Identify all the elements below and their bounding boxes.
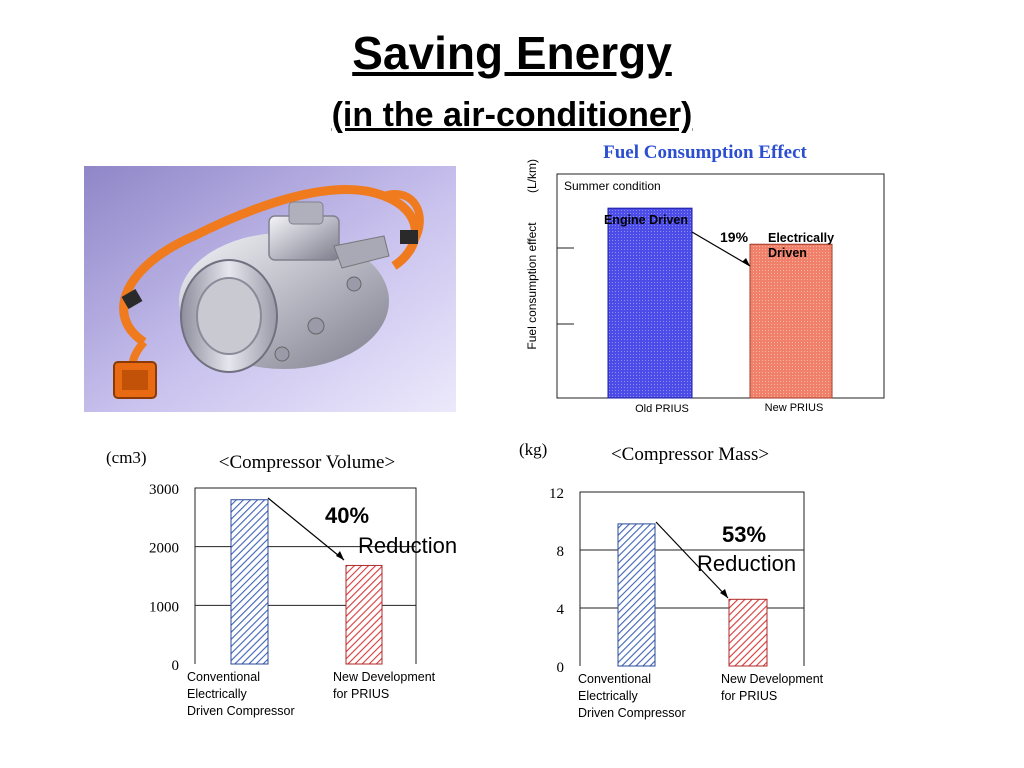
chart3-category-0-line-0: Conventional	[578, 672, 651, 686]
chart1-bar-0	[607, 207, 693, 399]
chart3-title: <Compressor Mass>	[611, 444, 769, 465]
chart2-category-1-line-1: for PRIUS	[333, 687, 389, 701]
chart1-arrow	[691, 231, 751, 267]
chart3-y-tick-2: 8	[557, 544, 565, 560]
chart2-y-tick-1: 1000	[149, 599, 179, 615]
slide-title: Saving Energy	[352, 27, 672, 79]
chart3-category-0: Conventional Electrically Driven Compresso…	[578, 672, 686, 720]
chart3-y-tick-0: 0	[557, 660, 565, 676]
chart3-y-tick-1: 4	[557, 602, 565, 618]
chart1-frame	[556, 173, 885, 399]
chart3-bar-1	[728, 598, 768, 667]
chart2-y-axis-unit: (cm3)	[106, 448, 147, 467]
chart3-reduction-percent: 53%	[722, 522, 766, 547]
chart2-category-0: Conventional Electrically Driven Compresso…	[187, 670, 295, 718]
chart1-category-0: Old PRIUS	[635, 403, 689, 415]
chart1-reduction-label: 19%	[720, 229, 749, 245]
chart3-category-0-line-2: Driven Compressor	[578, 706, 686, 720]
chart2-arrow-head	[336, 551, 344, 560]
slide-subtitle: (in the air-conditioner)	[331, 96, 693, 134]
chart2-arrow	[267, 497, 345, 561]
chart3-frame	[579, 491, 805, 666]
chart2-category-0-line-2: Driven Compressor	[187, 704, 295, 718]
chart3-bar-0	[617, 523, 656, 667]
chart3-reduction-text: Reduction	[697, 551, 796, 576]
chart2-bar-1	[345, 564, 383, 665]
chart1-y-axis-unit: (L/km)	[525, 159, 539, 193]
chart1-title: Fuel Consumption Effect	[603, 142, 807, 163]
chart1-y-axis-label: Fuel consumption effect	[525, 222, 539, 350]
chart1-bar-1	[749, 243, 833, 399]
chart1-category-1: New PRIUS	[765, 402, 824, 414]
chart2-category-0-line-0: Conventional	[187, 670, 260, 684]
chart3-y-axis-unit: (kg)	[519, 440, 547, 459]
chart1-annotation: Summer condition	[564, 179, 661, 193]
chart2-reduction-percent: 40%	[325, 503, 369, 528]
chart3-y-tick-3: 12	[549, 486, 564, 502]
chart1-arrow-head	[742, 258, 750, 266]
chart2-y-tick-2: 2000	[149, 541, 179, 557]
chart2-y-tick-3: 3000	[149, 482, 179, 498]
chart2-title: <Compressor Volume>	[219, 452, 395, 473]
chart2-category-0-line-1: Electrically	[187, 687, 247, 701]
compressor-photo	[84, 166, 456, 412]
chart3-category-1-line-0: New Development	[721, 672, 824, 686]
chart1-bar-label-1-line-0: Electrically	[768, 231, 834, 245]
chart3-category-1: New Development for PRIUS	[721, 672, 824, 703]
chart3-arrow-head	[720, 589, 728, 598]
chart2-frame	[194, 487, 417, 664]
chart3-arrow	[655, 521, 729, 599]
chart2-bar-0	[230, 499, 269, 665]
chart2-reduction-text: Reduction	[358, 533, 457, 558]
chart2-y-tick-0: 0	[172, 658, 180, 674]
chart3-category-0-line-1: Electrically	[578, 689, 638, 703]
chart2-category-1-line-0: New Development	[333, 670, 436, 684]
chart2-category-1: New Development for PRIUS	[333, 670, 436, 701]
chart3-category-1-line-1: for PRIUS	[721, 689, 777, 703]
chart1-bar-label-1-line-1: Driven	[768, 246, 807, 260]
chart1-bar-label-1: Electrically Driven	[768, 231, 834, 260]
chart1-bar-label-0: Engine Driven	[604, 213, 688, 227]
